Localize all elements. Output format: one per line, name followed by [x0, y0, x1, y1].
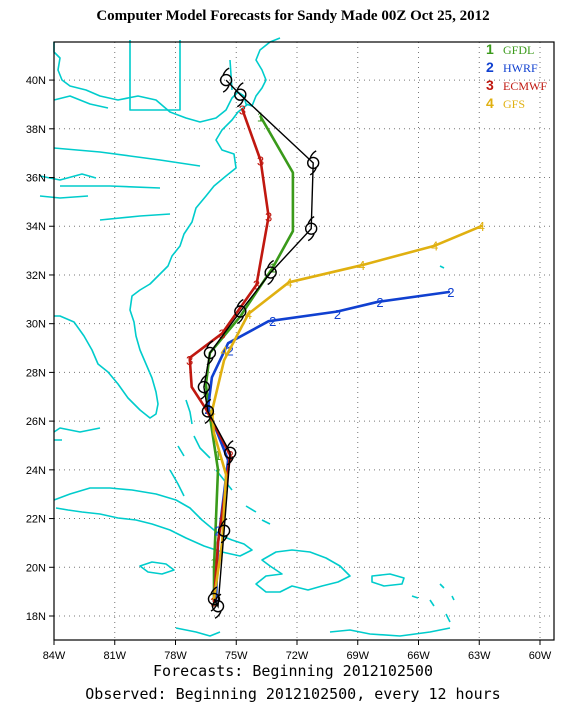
storm-symbol-icon — [207, 586, 221, 612]
storm-symbol-icon — [307, 150, 320, 176]
track-marker-GFS: 4 — [358, 258, 365, 273]
x-tick-label: 75W — [225, 650, 248, 662]
south-america-coast — [175, 627, 451, 637]
track-marker-ECMWF: 3 — [218, 326, 225, 341]
y-tick-label: 38N — [26, 124, 46, 136]
storm-symbol-icon — [223, 440, 237, 466]
y-tick-label: 22N — [26, 514, 46, 526]
observed-path — [203, 79, 314, 609]
track-marker-ECMWF: 3 — [257, 153, 264, 168]
track-marker-GFDL: 1 — [202, 382, 209, 397]
y-tick-label: 36N — [26, 173, 46, 185]
axis-labels: 84W 81W 78W 75W 72W 69W 66W 63W 60W 18N 20N 22N 24N 2… — [26, 75, 552, 662]
legend-label-GFS: GFS — [503, 97, 525, 111]
y-tick-label: 34N — [26, 221, 46, 233]
storm-symbol-icon — [211, 593, 225, 619]
storm-symbol-icon — [264, 259, 277, 286]
storm-symbol-icon — [197, 374, 211, 400]
track-marker-GFS: 4 — [431, 239, 438, 254]
track-marker-GFS: 4 — [208, 404, 215, 419]
footer-observed: Observed: Beginning 2012102500, every 12… — [85, 685, 501, 703]
track-marker-ECMWF: 3 — [253, 278, 260, 293]
y-tick-label: 30N — [26, 319, 46, 331]
track-marker-GFDL: 1 — [210, 555, 217, 570]
y-tick-label: 28N — [26, 367, 46, 379]
storm-symbol-icon — [217, 518, 231, 544]
track-marker-HWRF: 2 — [269, 314, 276, 329]
legend-number-GFDL: 1 — [486, 41, 494, 57]
legend-number-GFS: 4 — [486, 95, 494, 111]
storm-symbol-icon — [234, 298, 247, 325]
y-tick-label: 18N — [26, 611, 46, 623]
track-marker-ECMWF: 3 — [186, 353, 193, 368]
x-tick-label: 72W — [286, 650, 309, 662]
y-tick-label: 24N — [26, 465, 46, 477]
track-marker-GFDL: 1 — [214, 448, 221, 463]
lakes-coast — [39, 95, 109, 199]
chart-title: Computer Model Forecasts for Sandy Made … — [96, 8, 490, 24]
x-tick-label: 81W — [103, 650, 126, 662]
coastlines — [39, 37, 455, 637]
track-marker-GFS: 4 — [245, 307, 252, 322]
legend-label-ECMWF: ECMWF — [503, 79, 547, 93]
lat-lon-grid — [54, 42, 554, 640]
track-marker-ECMWF: 3 — [239, 102, 246, 117]
track-GFDL — [204, 115, 295, 603]
bahamas-islands — [169, 399, 271, 525]
x-tick-label: 69W — [346, 650, 369, 662]
legend-label-HWRF: HWRF — [503, 61, 538, 75]
track-marker-GFS: 4 — [285, 275, 292, 290]
y-tick-label: 40N — [26, 75, 46, 87]
cuba-coast — [53, 487, 253, 557]
footer-forecasts: Forecasts: Beginning 2012102500 — [153, 662, 433, 680]
y-tick-label: 20N — [26, 562, 46, 574]
track-HWRF — [206, 290, 451, 603]
track-marker-GFS: 4 — [220, 343, 227, 358]
legend-label-GFDL: GFDL — [503, 43, 534, 57]
track-marker-GFS: 4 — [478, 219, 485, 234]
track-marker-HWRF: 2 — [376, 295, 383, 310]
track-marker-GFDL: 1 — [257, 110, 264, 125]
north-america-coast — [53, 37, 281, 419]
x-tick-label: 78W — [164, 650, 187, 662]
state-borders — [53, 40, 233, 221]
bermuda — [439, 265, 445, 269]
track-marker-HWRF: 2 — [447, 285, 454, 300]
track-GFS — [210, 224, 483, 601]
observed-track — [197, 67, 320, 619]
storm-symbol-icon — [234, 82, 247, 108]
legend: 1 GFDL 2 HWRF 3 ECMWF 4 GFS — [486, 41, 547, 111]
track-marker-HWRF: 2 — [334, 307, 341, 322]
storm-symbol-icon — [203, 340, 217, 366]
x-tick-label: 66W — [407, 650, 430, 662]
track-marker-ECMWF: 3 — [265, 209, 272, 224]
x-tick-label: 84W — [43, 650, 66, 662]
map-frame — [53, 41, 555, 641]
jamaica-coast — [139, 561, 175, 575]
lesser-antilles — [411, 583, 455, 623]
legend-number-ECMWF: 3 — [486, 77, 494, 93]
y-tick-label: 26N — [26, 416, 46, 428]
storm-symbol-icon — [219, 67, 233, 93]
y-tick-label: 32N — [26, 270, 46, 282]
puerto-rico-coast — [371, 573, 405, 587]
x-tick-label: 63W — [468, 650, 491, 662]
hispaniola-coast — [255, 549, 351, 593]
x-tick-label: 60W — [529, 650, 552, 662]
storm-symbol-icon — [304, 216, 318, 242]
gulf-coast — [53, 427, 101, 441]
legend-number-HWRF: 2 — [486, 59, 494, 75]
storm-symbol-icon — [201, 398, 215, 425]
